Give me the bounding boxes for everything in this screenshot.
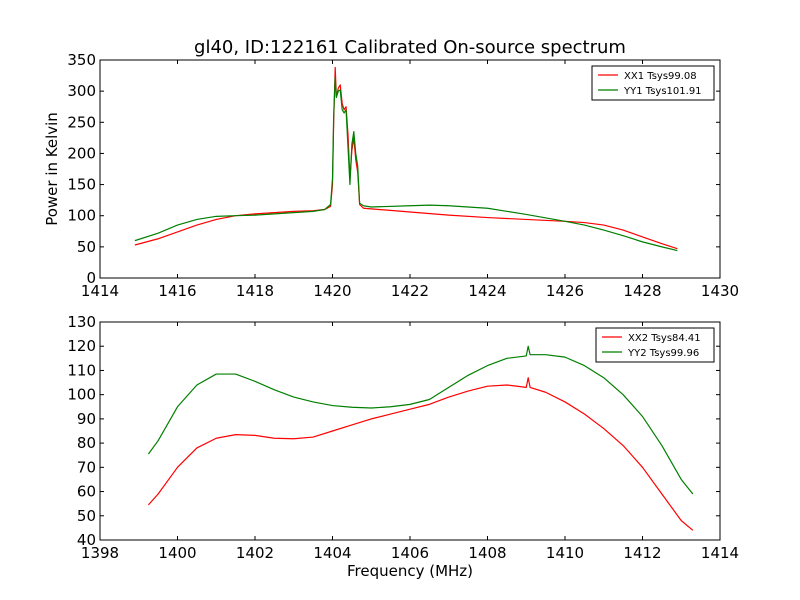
top-legend-box	[591, 65, 715, 101]
top-y-tick-label: 150	[67, 176, 96, 194]
bottom-y-tick-label: 100	[67, 386, 96, 404]
bottom-x-tick-label: 1410	[546, 544, 584, 562]
top-x-tick-label: 1428	[623, 282, 661, 300]
top-x-tick-label: 1414	[81, 282, 119, 300]
bottom-legend: XX2 Tsys84.41 YY2 Tsys99.96	[595, 327, 715, 363]
bottom-legend-box	[595, 327, 715, 363]
bottom-x-tick-label: 1400	[158, 544, 196, 562]
top-x-tick-label: 1422	[391, 282, 429, 300]
bottom-x-tick-label: 1398	[81, 544, 119, 562]
top-y-tick-label: 350	[67, 51, 96, 69]
bottom-x-ticks: 1398 1400 1402 1404 1406 1408 1410 1412 1414	[81, 322, 739, 562]
bottom-y-tick-label: 90	[77, 410, 96, 428]
bottom-y-ticks: 40 50 60 70 80 90 100 110 120 130	[67, 313, 720, 549]
bottom-legend-label-1: XX2 Tsys84.41	[628, 333, 701, 344]
top-y-ticks: 0 50 100 150 200 250 300 350	[67, 51, 720, 287]
bottom-y-tick-label: 60	[77, 483, 96, 501]
top-x-tick-label: 1424	[468, 282, 506, 300]
bottom-y-tick-label: 50	[77, 507, 96, 525]
bottom-y-tick-label: 80	[77, 434, 96, 452]
top-y-tick-label: 200	[67, 144, 96, 162]
top-y-tick-label: 100	[67, 207, 96, 225]
top-legend-label-1: XX1 Tsys99.08	[624, 71, 697, 82]
top-y-axis-label: Power in Kelvin	[43, 112, 61, 226]
top-series-line-1	[134, 66, 678, 250]
bottom-y-tick-label: 40	[77, 531, 96, 549]
bottom-x-tick-label: 1406	[391, 544, 429, 562]
bottom-x-tick-label: 1412	[623, 544, 661, 562]
bottom-y-tick-label: 70	[77, 458, 96, 476]
bottom-x-tick-label: 1408	[468, 544, 506, 562]
bottom-x-tick-label: 1414	[701, 544, 739, 562]
top-legend-label-2: YY1 Tsys101.91	[623, 86, 702, 97]
top-y-tick-label: 50	[77, 238, 96, 256]
top-x-tick-label: 1426	[546, 282, 584, 300]
top-subplot: 1414 1416 1418 1420 1422 1424 1426 1428 1430 0 50…	[43, 51, 739, 300]
top-x-tick-label: 1420	[313, 282, 351, 300]
top-x-tick-label: 1418	[236, 282, 274, 300]
top-series-line-2	[134, 76, 678, 252]
bottom-y-tick-label: 110	[67, 361, 96, 379]
chart-title: gl40, ID:122161 Calibrated On-source spe…	[194, 37, 626, 58]
bottom-series-line-2	[147, 345, 694, 495]
top-y-tick-label: 0	[86, 269, 96, 287]
top-x-tick-label: 1416	[158, 282, 196, 300]
top-series-lines	[134, 66, 678, 252]
bottom-series-line-1	[147, 377, 694, 531]
bottom-series-lines	[147, 345, 694, 531]
bottom-legend-label-2: YY2 Tsys99.96	[627, 348, 699, 359]
bottom-x-tick-label: 1404	[313, 544, 351, 562]
top-y-tick-label: 300	[67, 82, 96, 100]
bottom-y-tick-label: 120	[67, 337, 96, 355]
bottom-x-tick-label: 1402	[236, 544, 274, 562]
bottom-y-tick-label: 130	[67, 313, 96, 331]
top-y-tick-label: 250	[67, 113, 96, 131]
top-x-ticks: 1414 1416 1418 1420 1422 1424 1426 1428 1430	[81, 60, 739, 300]
top-x-tick-label: 1430	[701, 282, 739, 300]
bottom-subplot: 1398 1400 1402 1404 1406 1408 1410 1412 1414 40 5…	[67, 313, 739, 580]
top-legend: XX1 Tsys99.08 YY1 Tsys101.91	[591, 65, 715, 101]
x-axis-label: Frequency (MHz)	[347, 562, 473, 580]
